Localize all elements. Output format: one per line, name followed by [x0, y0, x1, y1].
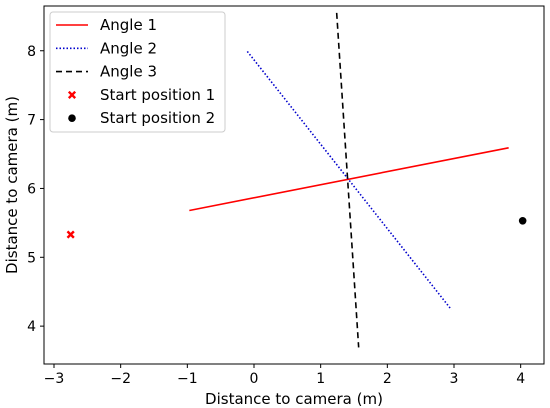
y-tick-label: 7 [27, 113, 36, 129]
series-line-3 [335, 12, 360, 348]
series-line-1 [189, 147, 509, 212]
y-tick-label: 6 [27, 181, 36, 197]
x-tick-label: 3 [450, 371, 459, 387]
legend-box [49, 11, 226, 133]
x-tick-label: −3 [44, 371, 65, 387]
legend-swatch [67, 90, 77, 99]
legend-entry: Angle 3 [56, 63, 157, 81]
y-axis-label: Distance to camera (m) [3, 96, 21, 274]
legend-entry: Angle 2 [56, 39, 157, 57]
x-tick-label: 1 [316, 371, 325, 387]
plot-frame [43, 5, 545, 365]
y-tick-label: 4 [27, 319, 36, 335]
x-tick-label: 2 [383, 371, 392, 387]
x-axis-label: Distance to camera (m) [205, 390, 383, 408]
series-line-2 [246, 50, 452, 311]
axes-layer: −3 −2 −1 0 1 2 3 4 4 5 6 7 8 [27, 5, 545, 387]
legend-label: Angle 3 [100, 63, 157, 81]
legend-entry: Start position 1 [67, 86, 215, 104]
x-tick-label: −2 [110, 371, 131, 387]
legend-label: Angle 1 [100, 16, 157, 34]
x-tick-label: −1 [177, 371, 198, 387]
legend-entry: Angle 1 [56, 16, 157, 34]
legend-label: Start position 1 [100, 86, 215, 104]
marker-stroke [66, 230, 75, 239]
x-tick-label: 4 [516, 371, 525, 387]
marker-start-position-1 [66, 230, 75, 239]
marker-start-position-2 [518, 217, 527, 225]
y-tick-label: 5 [27, 250, 36, 266]
legend-label: Start position 2 [100, 109, 215, 127]
legend: Angle 1 Angle 2 Angle 3 Start position 1 Sta… [49, 11, 226, 133]
plot-layer [66, 12, 527, 348]
legend-label: Angle 2 [100, 39, 157, 57]
x-tick-label: 0 [250, 371, 259, 387]
y-tick-label: 8 [27, 44, 36, 60]
legend-entry: Start position 2 [68, 109, 215, 127]
legend-swatch [68, 114, 76, 122]
